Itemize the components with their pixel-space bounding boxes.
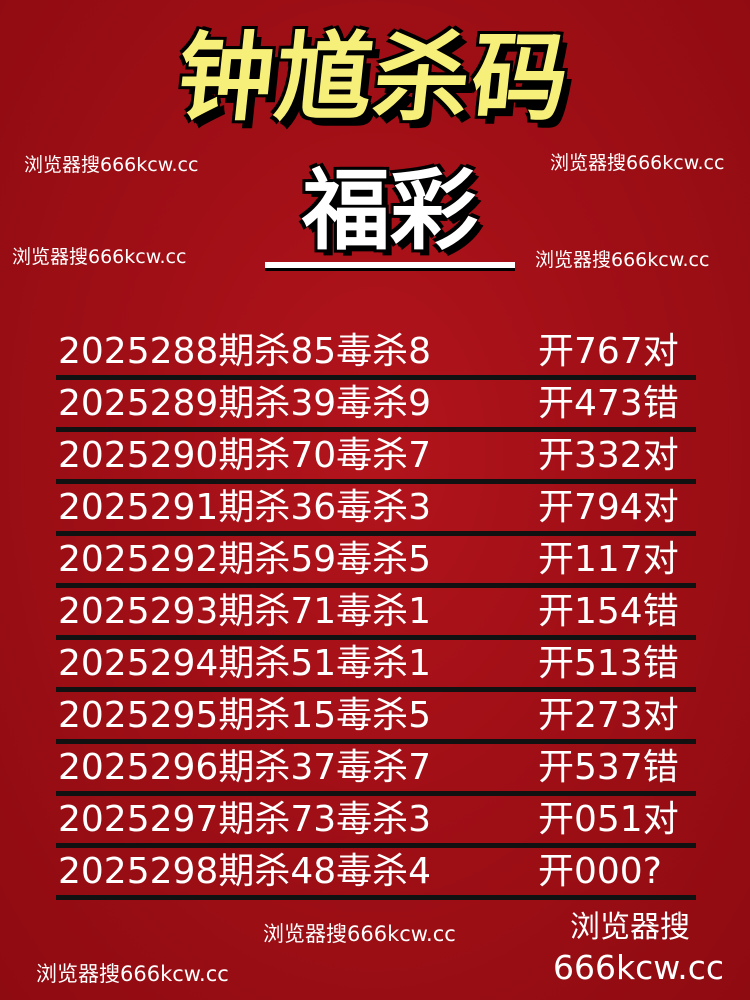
row-prediction: 2025292期杀59毒杀5: [58, 539, 432, 580]
row-result: 开051对: [538, 799, 679, 840]
list-item: 2025292期杀59毒杀5 开117对: [56, 536, 696, 588]
row-prediction: 2025289期杀39毒杀9: [58, 383, 432, 424]
list-item: 2025291期杀36毒杀3 开794对: [56, 484, 696, 536]
row-result: 开154错: [538, 591, 679, 632]
row-result: 开767对: [538, 331, 679, 372]
row-prediction: 2025290期杀70毒杀7: [58, 435, 432, 476]
prediction-list: 2025288期杀85毒杀8 开767对 2025289期杀39毒杀9 开473错 …: [56, 328, 696, 900]
row-result: 开513错: [538, 643, 679, 684]
watermark: 浏览器搜666kcw.cc: [263, 922, 456, 946]
list-item: 2025288期杀85毒杀8 开767对: [56, 328, 696, 380]
row-result: 开117对: [538, 539, 679, 580]
row-prediction: 2025298期杀48毒杀4: [58, 851, 432, 892]
watermark: 666kcw.cc: [553, 948, 724, 987]
watermark: 浏览器搜666kcw.cc: [24, 154, 199, 176]
list-item: 2025289期杀39毒杀9 开473错: [56, 380, 696, 432]
row-result: 开332对: [538, 435, 679, 476]
row-result: 开273对: [538, 695, 679, 736]
row-prediction: 2025297期杀73毒杀3: [58, 799, 432, 840]
watermark: 浏览器搜: [570, 910, 690, 945]
row-result: 开473错: [538, 383, 679, 424]
row-prediction: 2025295期杀15毒杀5: [58, 695, 432, 736]
list-item: 2025293期杀71毒杀1 开154错: [56, 588, 696, 640]
list-item: 2025298期杀48毒杀4 开000?: [56, 848, 696, 900]
row-result: 开000?: [538, 851, 662, 892]
row-result: 开794对: [538, 487, 679, 528]
list-item: 2025297期杀73毒杀3 开051对: [56, 796, 696, 848]
list-item: 2025295期杀15毒杀5 开273对: [56, 692, 696, 744]
watermark: 浏览器搜666kcw.cc: [36, 962, 229, 986]
watermark: 浏览器搜666kcw.cc: [535, 249, 710, 271]
watermark: 浏览器搜666kcw.cc: [550, 152, 725, 174]
watermark: 浏览器搜666kcw.cc: [12, 246, 187, 268]
poster-title: 钟馗杀码: [172, 22, 576, 134]
row-result: 开537错: [538, 747, 679, 788]
subtitle-underline: [265, 262, 515, 271]
row-prediction: 2025288期杀85毒杀8: [58, 331, 432, 372]
row-prediction: 2025291期杀36毒杀3: [58, 487, 432, 528]
row-prediction: 2025293期杀71毒杀1: [58, 591, 432, 632]
list-item: 2025290期杀70毒杀7 开332对: [56, 432, 696, 484]
row-prediction: 2025296期杀37毒杀7: [58, 747, 432, 788]
list-item: 2025296期杀37毒杀7 开537错: [56, 744, 696, 796]
row-prediction: 2025294期杀51毒杀1: [58, 643, 432, 684]
poster-subtitle: 福彩: [301, 159, 478, 262]
list-item: 2025294期杀51毒杀1 开513错: [56, 640, 696, 692]
